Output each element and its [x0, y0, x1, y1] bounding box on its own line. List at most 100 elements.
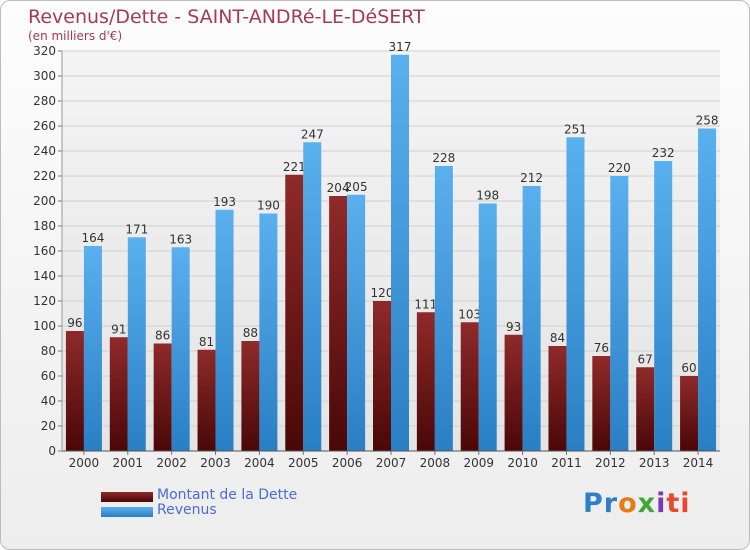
bar-debt	[197, 349, 216, 451]
bar-revenue	[478, 203, 497, 451]
data-label-revenue: 190	[257, 199, 280, 213]
logo-part-5: ti	[666, 488, 691, 519]
x-tick-label: 2005	[288, 456, 319, 470]
legend-label-revenue: Revenus	[157, 502, 217, 518]
logo-part-3: x	[637, 488, 657, 519]
x-tick-label: 2000	[69, 456, 100, 470]
x-tick-label: 2013	[639, 456, 670, 470]
bar-debt	[373, 301, 391, 451]
bar-revenue	[610, 176, 629, 451]
y-tick-label: 300	[33, 69, 56, 83]
bar-revenue	[522, 186, 541, 451]
chart-subtitle: (en milliers d'€)	[28, 29, 123, 43]
data-label-revenue: 171	[125, 222, 148, 236]
logo-part-2: o	[618, 488, 638, 519]
y-tick-label: 320	[33, 44, 56, 58]
data-label-debt: 60	[681, 361, 696, 375]
data-label-debt: 221	[283, 160, 306, 174]
y-tick-label: 240	[33, 144, 56, 158]
bar-revenue	[303, 142, 322, 451]
x-tick-label: 2001	[113, 456, 144, 470]
data-label-revenue: 212	[520, 171, 543, 185]
data-label-debt: 93	[506, 320, 521, 334]
y-tick-label: 120	[33, 294, 56, 308]
y-tick-label: 60	[41, 369, 56, 383]
data-label-debt: 91	[111, 322, 126, 336]
data-label-debt: 81	[199, 335, 214, 349]
legend-swatch-revenue	[101, 507, 153, 517]
data-label-debt: 120	[371, 286, 394, 300]
x-tick-label: 2008	[420, 456, 451, 470]
x-tick-label: 2010	[507, 456, 538, 470]
data-label-debt: 96	[67, 316, 82, 330]
data-label-revenue: 164	[81, 231, 104, 245]
y-tick-label: 160	[33, 244, 56, 258]
x-tick-label: 2014	[683, 456, 714, 470]
bar-revenue	[171, 247, 190, 451]
data-label-debt: 84	[550, 331, 565, 345]
bar-debt	[416, 312, 435, 451]
bar-revenue	[259, 213, 278, 451]
y-tick-label: 80	[41, 344, 56, 358]
bar-revenue	[698, 128, 717, 451]
data-label-debt: 103	[458, 307, 481, 321]
bar-revenue	[215, 209, 234, 451]
y-tick-label: 20	[41, 419, 56, 433]
bar-debt	[329, 196, 348, 451]
data-label-debt: 88	[243, 326, 258, 340]
bar-debt	[65, 331, 84, 451]
bar-debt	[153, 343, 172, 451]
data-label-revenue: 317	[389, 40, 412, 54]
data-label-revenue: 220	[608, 161, 631, 175]
bar-revenue	[391, 54, 409, 451]
y-tick-label: 180	[33, 219, 56, 233]
x-tick-label: 2007	[376, 456, 407, 470]
x-axis-ticks: 2000 2001 2002 2003 2004 2005 2006 2007 2008 2009…	[69, 451, 714, 470]
y-tick-label: 200	[33, 194, 56, 208]
y-tick-label: 140	[33, 269, 56, 283]
bar-revenue	[127, 237, 146, 451]
data-label-debt: 111	[414, 297, 437, 311]
bar-revenue	[83, 246, 102, 451]
data-label-debt: 204	[327, 181, 350, 195]
bar-debt	[680, 376, 699, 451]
data-label-revenue: 193	[213, 195, 236, 209]
data-label-debt: 86	[155, 329, 170, 343]
y-tick-label: 40	[41, 394, 56, 408]
y-tick-label: 220	[33, 169, 56, 183]
x-tick-label: 2003	[200, 456, 231, 470]
bar-debt	[636, 367, 655, 451]
y-tick-label: 100	[33, 319, 56, 333]
x-tick-label: 2012	[595, 456, 626, 470]
y-tick-label: 0	[48, 444, 56, 458]
x-tick-label: 2011	[551, 456, 582, 470]
bar-debt	[285, 174, 304, 451]
data-label-revenue: 258	[696, 114, 719, 128]
bar-debt	[592, 356, 611, 451]
bar-debt	[460, 322, 479, 451]
bar-debt	[241, 341, 260, 451]
bar-debt	[504, 334, 523, 451]
bar-debt	[548, 346, 567, 451]
logo-part-1: Pr	[583, 488, 619, 519]
proxiti-logo: Proxiti	[583, 488, 691, 519]
bar-revenue	[347, 194, 366, 451]
y-tick-label: 260	[33, 119, 56, 133]
chart-title: Revenus/Dette - SAINT-ANDRé-LE-DéSERT	[28, 6, 425, 28]
legend-label-debt: Montant de la Dette	[157, 487, 298, 503]
data-label-revenue: 247	[301, 127, 324, 141]
data-label-revenue: 163	[169, 232, 192, 246]
data-label-revenue: 205	[345, 180, 368, 194]
y-axis-ticks: 0 20 40 60 80 100 120 140 160 180 200 220 240 260 280 3…	[33, 44, 62, 458]
data-label-revenue: 232	[652, 146, 675, 160]
bar-revenue	[654, 161, 673, 451]
bar-revenue	[566, 137, 585, 451]
data-label-revenue: 251	[564, 122, 587, 136]
data-label-debt: 67	[638, 352, 653, 366]
bar-debt	[109, 337, 128, 451]
data-label-revenue: 228	[432, 151, 455, 165]
y-tick-label: 280	[33, 94, 56, 108]
